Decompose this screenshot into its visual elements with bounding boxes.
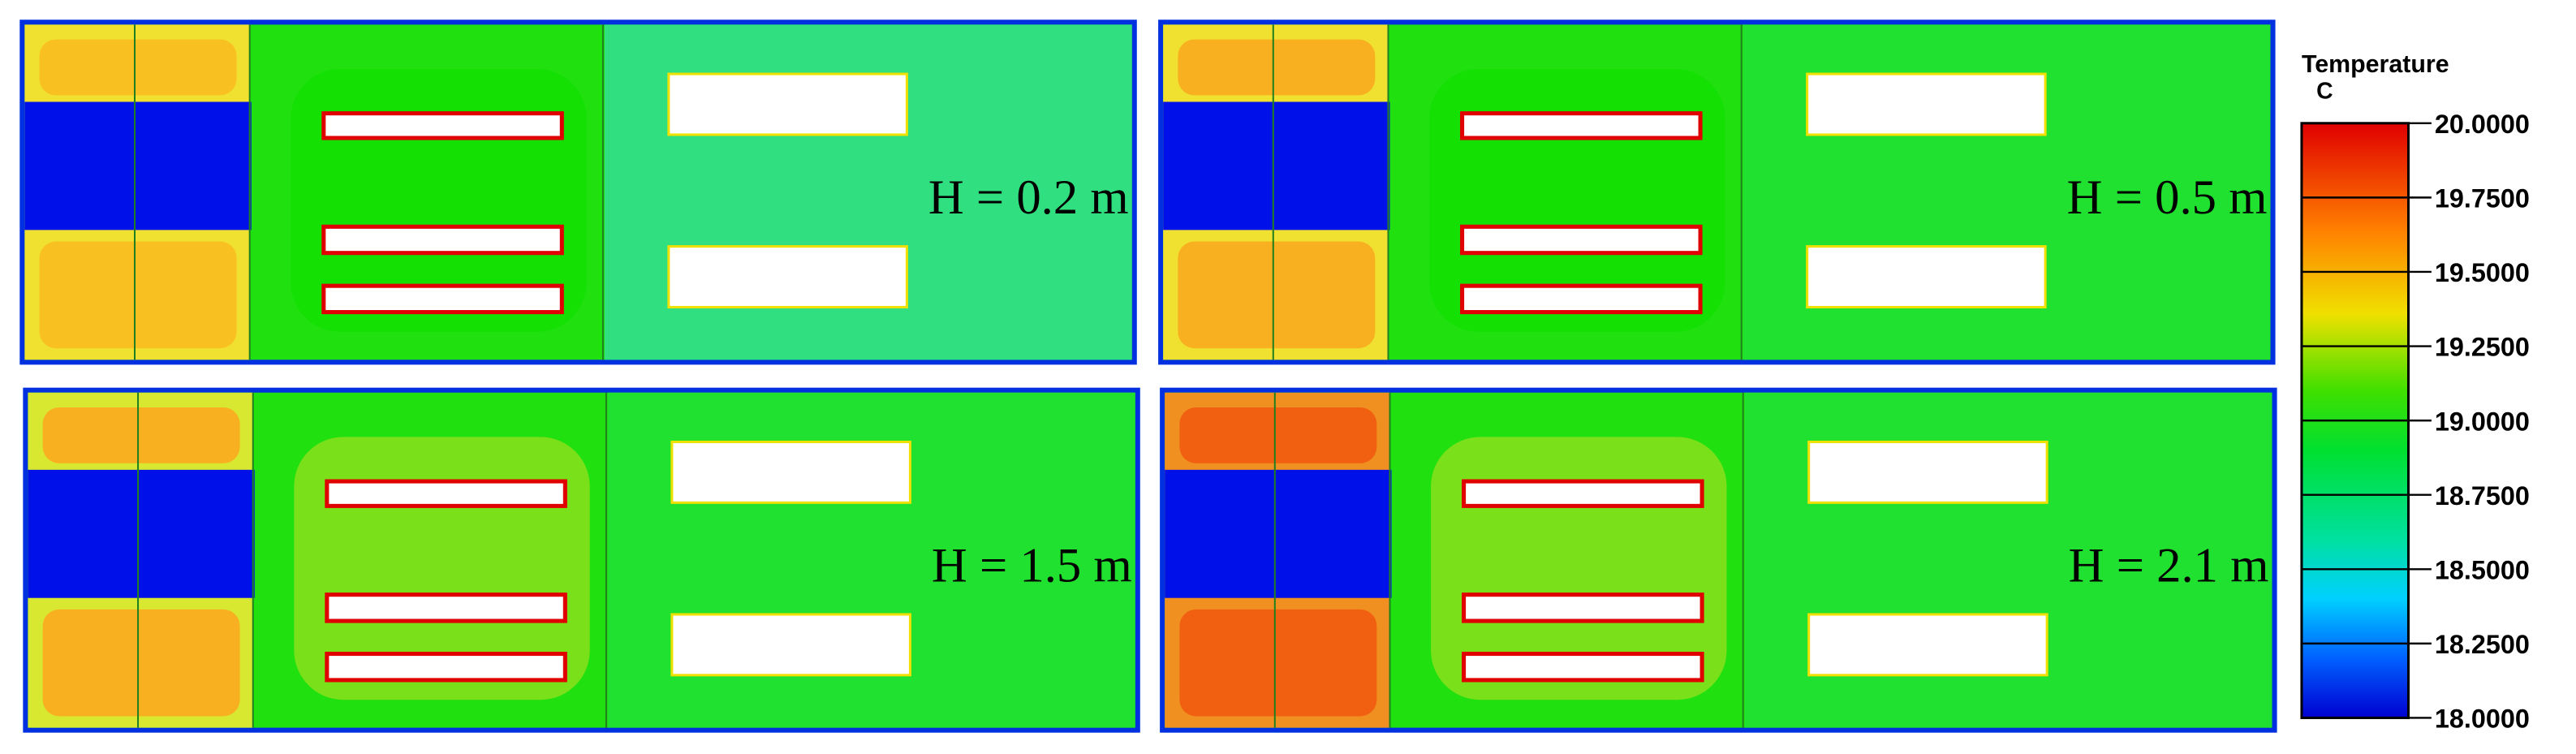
heater (1462, 592, 1704, 623)
colorbar-title: Temperature (2302, 51, 2449, 78)
panel-label: H = 2.1 m (2069, 538, 2269, 592)
zone-left-core (1179, 407, 1377, 463)
zone-left-core (42, 407, 240, 463)
opening (1806, 72, 2047, 136)
blue-band (1165, 469, 1392, 598)
panel: H = 0.2 m (19, 19, 1137, 365)
colorbar-tick-label: 20.0000 (2435, 110, 2530, 139)
heater (325, 652, 567, 683)
opening (1807, 613, 2048, 677)
zone-left-core (1178, 241, 1376, 349)
colorbar-tick-label: 18.7500 (2435, 481, 2530, 511)
heater (1462, 479, 1704, 508)
panel: H = 1.5 m (23, 387, 1140, 733)
colorbar-tick-label: 19.2500 (2435, 333, 2530, 362)
colorbar-tick-label: 19.5000 (2435, 258, 2530, 287)
zone-left-core (42, 609, 240, 717)
heater (325, 479, 567, 508)
blue-band (1163, 101, 1390, 231)
panel-label: H = 1.5 m (932, 538, 1132, 592)
colorbar-tick-label: 19.7500 (2435, 184, 2530, 213)
panel: H = 2.1 m (1160, 387, 2277, 733)
zone-left-core (39, 39, 237, 96)
opening (670, 613, 911, 677)
zone-left-core (1179, 609, 1377, 717)
opening (670, 440, 911, 504)
panel-label: H = 0.2 m (928, 170, 1129, 225)
heater (1460, 224, 1703, 256)
heater (1460, 283, 1703, 315)
opening (1806, 245, 2047, 308)
heater (321, 224, 564, 256)
colorbar-tick-label: 18.2500 (2435, 630, 2530, 659)
opening (667, 245, 908, 308)
heater (1462, 652, 1704, 683)
heater (325, 592, 567, 623)
colorbar-tick-label: 18.5000 (2435, 555, 2530, 584)
panel-label: H = 0.5 m (2067, 170, 2268, 225)
zone-left-core (1178, 39, 1376, 96)
heater (321, 283, 564, 315)
blue-band (28, 469, 255, 598)
zone-left-core (39, 241, 237, 349)
heater (1460, 111, 1703, 140)
colorbar-unit: C (2316, 78, 2333, 104)
colorbar-tick-label: 18.0000 (2435, 704, 2530, 734)
blue-band (24, 101, 252, 231)
panel: H = 0.5 m (1158, 19, 2276, 365)
opening (667, 72, 908, 136)
heater (321, 111, 564, 140)
opening (1807, 440, 2048, 504)
colorbar-tick-label: 19.0000 (2435, 407, 2530, 436)
